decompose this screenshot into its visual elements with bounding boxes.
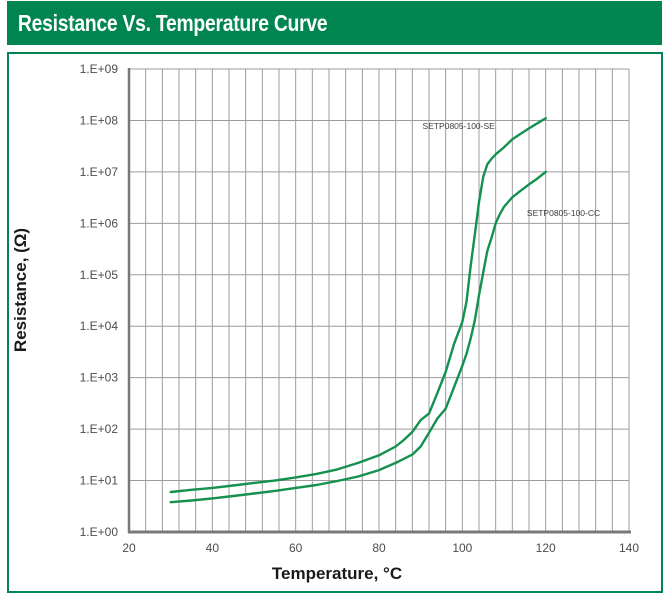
y-tick-label: 1.E+03	[80, 371, 119, 385]
x-tick-label: 40	[206, 541, 220, 555]
x-tick-label: 20	[122, 541, 136, 555]
y-axis-title: Resistance, (Ω)	[11, 228, 30, 352]
chart-container: 1.E+09 1.E+08 1.E+07 1.E+06 1.E+05 1.E+04 1.E+…	[7, 52, 663, 593]
x-tick-label: 80	[372, 541, 386, 555]
y-tick-label: 1.E+00	[80, 525, 119, 539]
x-tick-label: 60	[289, 541, 303, 555]
page-title-banner: Resistance Vs. Temperature Curve	[7, 1, 662, 45]
y-tick-label: 1.E+05	[80, 268, 119, 282]
curve-label-setp0805-100-se: SETP0805-100-SE	[423, 121, 496, 131]
y-tick-label: 1.E+06	[80, 216, 119, 230]
chart-canvas: 1.E+09 1.E+08 1.E+07 1.E+06 1.E+05 1.E+04 1.E+…	[11, 62, 639, 583]
y-tick-label: 1.E+08	[80, 113, 119, 127]
y-tick-label: 1.E+01	[80, 474, 119, 488]
y-tick-label: 1.E+04	[80, 319, 119, 333]
y-tick-label: 1.E+09	[80, 62, 119, 76]
x-axis-title: Temperature, °C	[272, 564, 402, 583]
page-title: Resistance Vs. Temperature Curve	[17, 9, 328, 36]
x-tick-label: 140	[619, 541, 639, 555]
curve-setp0805-100-se	[169, 117, 547, 494]
y-tick-label: 1.E+07	[80, 165, 119, 179]
x-tick-label: 120	[536, 541, 556, 555]
x-tick-label: 100	[452, 541, 472, 555]
y-tick-label: 1.E+02	[80, 422, 119, 436]
curve-setp0805-100-cc	[169, 170, 547, 504]
curve-label-setp0805-100-cc: SETP0805-100-CC	[527, 208, 600, 218]
